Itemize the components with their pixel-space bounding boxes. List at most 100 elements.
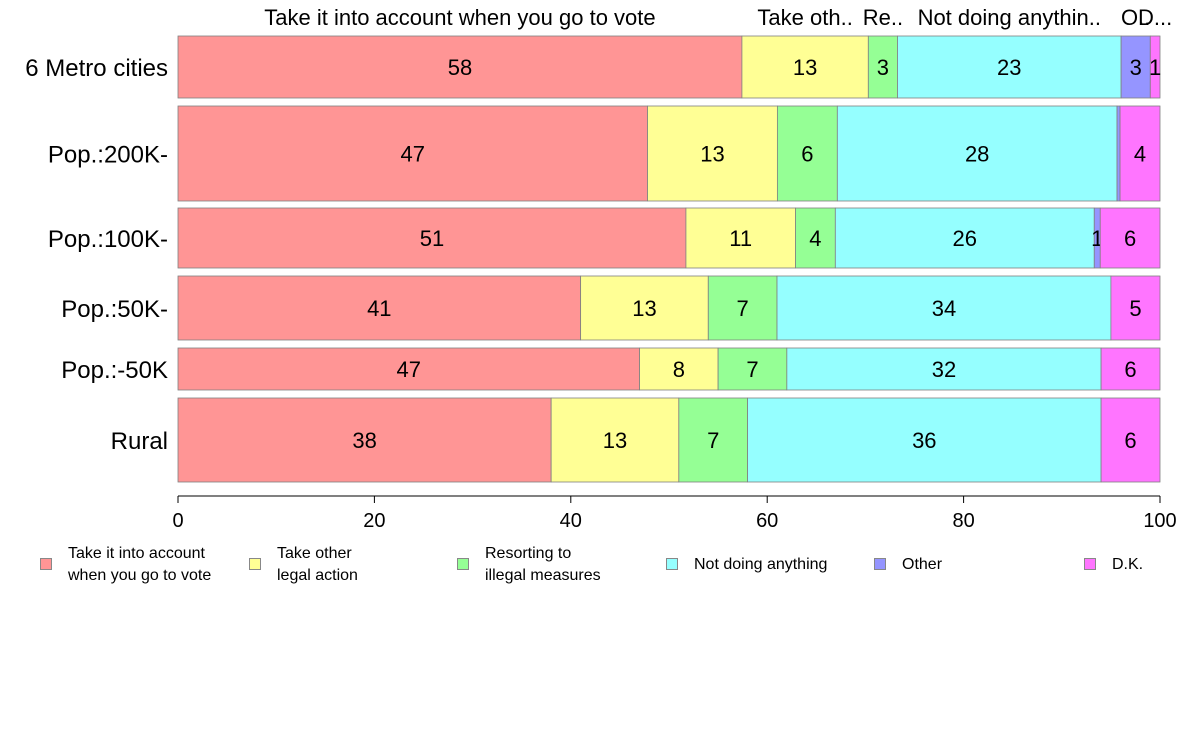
bar-segment <box>177 35 743 99</box>
legend-swatch <box>40 558 52 570</box>
bar-segment <box>867 35 898 99</box>
data-label: 47 <box>397 357 421 382</box>
bar-segment <box>741 35 869 99</box>
bar-segment <box>678 397 748 483</box>
data-label: 28 <box>965 142 989 167</box>
bar-segment <box>747 397 1102 483</box>
bar-segment <box>177 207 687 269</box>
data-label: 6 <box>1124 226 1136 251</box>
category-label: Pop.:-50K <box>61 357 168 384</box>
bar-segment <box>1110 275 1161 341</box>
data-label: 8 <box>673 357 685 382</box>
legend-item: Take other legal action <box>249 543 358 587</box>
bar-segment <box>1116 105 1121 202</box>
data-label: 41 <box>367 296 391 321</box>
bar-segment <box>776 275 1112 341</box>
category-label: 6 Metro cities <box>25 55 168 82</box>
data-label: 1 <box>1149 55 1161 80</box>
data-label: 3 <box>877 55 889 80</box>
data-label: 34 <box>932 296 956 321</box>
legend-label: Take it into account when you go to vote <box>68 545 212 584</box>
category-label: Rural <box>111 428 168 455</box>
x-tick-label: 40 <box>560 510 582 532</box>
category-label: Pop.:100K- <box>48 226 168 253</box>
x-tick-label: 80 <box>952 510 974 532</box>
legend-label: Resorting to illegal measures <box>485 545 601 584</box>
data-label: 51 <box>420 226 444 251</box>
bar-segment <box>1100 347 1161 391</box>
legend-item: D.K. <box>1084 543 1143 576</box>
top-series-label: Take oth.. <box>757 5 852 30</box>
bar-segment <box>786 347 1102 391</box>
legend-swatch <box>874 558 886 570</box>
data-label: 13 <box>603 428 627 453</box>
top-series-label: D... <box>1138 5 1172 30</box>
data-label: 58 <box>448 55 472 80</box>
bar-segment <box>177 275 582 341</box>
legend-swatch <box>457 558 469 570</box>
data-label: 4 <box>809 226 821 251</box>
bar-segment <box>834 207 1095 269</box>
data-label: 13 <box>632 296 656 321</box>
bar-segment <box>177 105 648 202</box>
top-series-label: O.. <box>1121 5 1150 30</box>
legend-item: Take it into account when you go to vote <box>40 543 211 587</box>
bar-segment <box>1099 207 1161 269</box>
legend-swatch <box>1084 558 1096 570</box>
legend-item: Resorting to illegal measures <box>457 543 601 587</box>
bar-segment <box>707 275 778 341</box>
data-label: 11 <box>729 226 752 251</box>
bar-segment <box>1149 35 1161 99</box>
data-label: 13 <box>793 55 817 80</box>
bar-segment <box>1119 105 1161 202</box>
x-tick-label: 60 <box>756 510 778 532</box>
legend-label: D.K. <box>1112 556 1144 573</box>
legend: Take it into account when you go to vote… <box>0 543 1188 593</box>
data-label: 23 <box>997 55 1021 80</box>
x-tick-label: 20 <box>363 510 385 532</box>
bar-segment <box>177 397 552 483</box>
bar-segment <box>776 105 838 202</box>
legend-item: Other <box>874 543 942 576</box>
legend-item: Not doing anything <box>666 543 827 576</box>
top-series-label: Take it into account when you go to vote <box>264 5 655 30</box>
bar-segment <box>647 105 778 202</box>
bar-segment <box>1120 35 1151 99</box>
data-label: 47 <box>401 142 425 167</box>
bar-segment <box>580 275 709 341</box>
legend-swatch <box>249 558 261 570</box>
top-series-label: Re.. <box>863 5 903 30</box>
data-label: 36 <box>912 428 936 453</box>
bar-segment <box>836 105 1118 202</box>
data-label: 7 <box>746 357 758 382</box>
data-label: 38 <box>352 428 376 453</box>
category-label: Pop.:50K- <box>61 296 168 323</box>
data-label: 6 <box>1124 428 1136 453</box>
bar-segment <box>177 347 640 391</box>
bar-segment <box>1100 397 1161 483</box>
legend-label: Other <box>902 556 943 573</box>
bar-segment <box>550 397 680 483</box>
data-label: 3 <box>1130 55 1142 80</box>
data-label: 4 <box>1134 142 1146 167</box>
data-label: 5 <box>1129 296 1141 321</box>
bar-segment <box>717 347 788 391</box>
bar-segment <box>685 207 796 269</box>
top-series-label: Not doing anythin.. <box>918 5 1101 30</box>
data-label: 26 <box>953 226 977 251</box>
legend-label: Take other legal action <box>277 545 358 584</box>
data-label: 7 <box>707 428 719 453</box>
legend-swatch <box>666 558 678 570</box>
bar-segment <box>897 35 1122 99</box>
data-label: 32 <box>932 357 956 382</box>
legend-label: Not doing anything <box>694 556 828 573</box>
x-tick-label: 0 <box>172 510 183 532</box>
bar-segment <box>639 347 719 391</box>
data-label: 7 <box>737 296 749 321</box>
x-tick-label: 100 <box>1143 510 1176 532</box>
category-label: Pop.:200K- <box>48 142 168 169</box>
data-label: 6 <box>801 142 813 167</box>
data-label: 6 <box>1124 357 1136 382</box>
data-label: 13 <box>700 142 724 167</box>
